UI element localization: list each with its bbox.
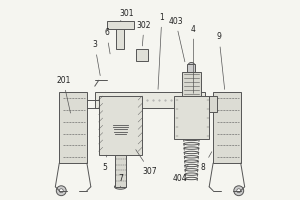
Circle shape <box>234 186 244 196</box>
Text: 404: 404 <box>172 165 188 183</box>
Text: 201: 201 <box>56 76 70 113</box>
Text: 9: 9 <box>217 32 225 89</box>
Bar <box>136 49 148 61</box>
Bar <box>182 72 201 96</box>
Bar <box>188 64 195 72</box>
Bar <box>99 96 142 155</box>
Text: 1: 1 <box>158 13 164 89</box>
Text: 5: 5 <box>102 155 107 172</box>
Polygon shape <box>109 96 130 120</box>
Circle shape <box>237 189 241 193</box>
Bar <box>95 92 205 108</box>
Bar <box>115 155 126 187</box>
Text: 6: 6 <box>104 28 110 54</box>
Ellipse shape <box>115 184 126 189</box>
Text: 301: 301 <box>119 9 134 21</box>
Text: 302: 302 <box>137 21 151 46</box>
Bar <box>213 92 241 163</box>
Ellipse shape <box>188 63 194 66</box>
Text: 3: 3 <box>92 40 100 76</box>
Text: 307: 307 <box>136 150 157 176</box>
Bar <box>59 92 87 163</box>
Text: 8: 8 <box>201 152 212 172</box>
Bar <box>116 25 124 49</box>
Text: 7: 7 <box>118 174 123 187</box>
Circle shape <box>56 186 66 196</box>
Bar <box>209 96 217 112</box>
Text: 4: 4 <box>191 24 196 93</box>
Circle shape <box>59 189 63 193</box>
Bar <box>106 21 134 29</box>
Bar <box>174 96 209 139</box>
Text: 403: 403 <box>168 17 185 62</box>
